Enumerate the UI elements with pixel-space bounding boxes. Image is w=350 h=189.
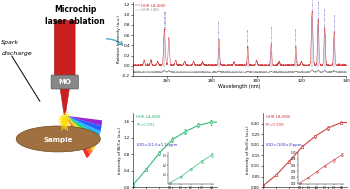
HHR LA-SIBS	[317, 56, 322, 58]
Polygon shape	[66, 116, 93, 155]
Text: discharge: discharge	[1, 51, 32, 56]
HHR LA-SIBS	[344, 64, 349, 67]
HHR LA-SIBS	[340, 64, 344, 67]
Text: HHR LA-SIBS: HHR LA-SIBS	[266, 115, 290, 119]
HHR LIBS	[344, 70, 349, 73]
HHR LA-SIBS	[288, 65, 292, 67]
HHR LA-SIBS	[131, 64, 135, 67]
HHR LIBS	[213, 71, 217, 73]
HHR LIBS	[222, 71, 226, 73]
Y-axis label: Intensity of Bi/Cu (a.u.): Intensity of Bi/Cu (a.u.)	[118, 126, 122, 174]
Polygon shape	[66, 116, 95, 151]
FancyBboxPatch shape	[51, 75, 78, 89]
Text: Microchip: Microchip	[54, 5, 96, 14]
Polygon shape	[66, 116, 102, 126]
Text: Zn I 330.26 nm: Zn I 330.26 nm	[325, 8, 326, 26]
Text: R²=0.999: R²=0.999	[266, 123, 285, 127]
HHR LA-SIBS	[213, 64, 217, 66]
Text: LOD=(100±3)ppm: LOD=(100±3)ppm	[266, 143, 303, 147]
Text: Cu I 327.40 nm: Cu I 327.40 nm	[318, 1, 320, 19]
X-axis label: Wavelength (nm): Wavelength (nm)	[218, 84, 261, 89]
Text: Cu I 244.16 nm
Zn I 330.71 nm: Cu I 244.16 nm Zn I 330.71 nm	[165, 11, 167, 29]
Y-axis label: Intensity of Sn/Cu (a.u.): Intensity of Sn/Cu (a.u.)	[246, 126, 250, 174]
Text: Cu I 296.11 nm: Cu I 296.11 nm	[248, 29, 249, 47]
Polygon shape	[66, 116, 102, 131]
HHR LA-SIBS	[310, 10, 314, 12]
Polygon shape	[66, 116, 100, 137]
Y-axis label: Relative Intensity (a.u.): Relative Intensity (a.u.)	[117, 15, 121, 63]
HHR LIBS	[153, 71, 157, 74]
Ellipse shape	[62, 117, 68, 125]
Line: HHR LA-SIBS: HHR LA-SIBS	[133, 11, 346, 66]
Polygon shape	[54, 20, 75, 85]
Text: Zn I 334.50 nm: Zn I 334.50 nm	[335, 13, 336, 32]
HHR LA-SIBS	[155, 61, 159, 64]
Polygon shape	[66, 116, 99, 142]
Text: Bi I 306.77 nm: Bi I 306.77 nm	[272, 26, 273, 43]
HHR LA-SIBS	[222, 64, 226, 67]
HHR LIBS	[322, 68, 327, 71]
HHR LIBS	[340, 71, 344, 74]
Legend: HHR LA-SIBS, HHR LIBS: HHR LA-SIBS, HHR LIBS	[135, 4, 165, 12]
Text: Spark: Spark	[1, 40, 19, 45]
HHR LIBS	[168, 70, 172, 73]
Text: MO: MO	[58, 79, 71, 85]
HHR LIBS	[317, 71, 321, 73]
Line: HHR LIBS: HHR LIBS	[133, 70, 346, 72]
HHR LIBS	[131, 71, 135, 73]
HHR LIBS	[155, 71, 159, 73]
Ellipse shape	[16, 126, 100, 152]
Polygon shape	[66, 116, 90, 158]
Text: HHR LA-SIBS: HHR LA-SIBS	[136, 115, 161, 119]
HHR LA-SIBS	[168, 55, 172, 58]
Text: Cu I 324.71 nm: Cu I 324.71 nm	[313, 0, 314, 11]
Text: LOD=(21.6±1.1)ppm: LOD=(21.6±1.1)ppm	[136, 143, 177, 147]
Polygon shape	[66, 116, 97, 146]
Text: laser ablation: laser ablation	[45, 17, 105, 26]
Polygon shape	[60, 85, 70, 115]
Text: R²=0.991: R²=0.991	[136, 123, 155, 127]
Text: Cu I 282.43 nm: Cu I 282.43 nm	[219, 21, 220, 39]
Text: Sn I 317.50 nm: Sn I 317.50 nm	[296, 28, 298, 46]
Text: Sample: Sample	[43, 137, 73, 143]
